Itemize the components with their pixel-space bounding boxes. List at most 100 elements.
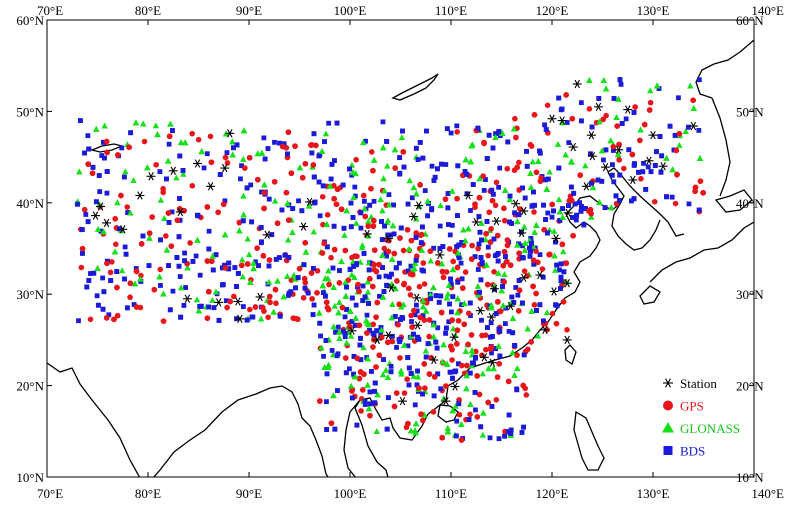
station-point <box>182 294 192 303</box>
bds-point <box>468 208 473 213</box>
gps-point <box>208 159 215 166</box>
bds-point <box>317 213 323 219</box>
bds-point <box>75 201 80 207</box>
glonass-point <box>351 373 359 380</box>
bds-point <box>262 156 268 162</box>
sakhalin-island <box>711 97 731 197</box>
gps-point <box>439 434 446 441</box>
glonass-point <box>118 267 126 274</box>
gps-point <box>533 169 540 176</box>
glonass-point <box>318 148 326 154</box>
bds-point <box>265 146 271 152</box>
bds-point <box>583 206 588 211</box>
glonass-point <box>383 219 391 226</box>
station-point <box>383 331 393 340</box>
bds-point <box>459 302 464 308</box>
glonass-point <box>154 131 161 138</box>
y-tick-label-left: 40°N <box>16 196 44 211</box>
bds-point <box>311 302 317 308</box>
glonass-point <box>93 125 100 132</box>
bds-point <box>244 185 250 191</box>
gps-point <box>610 143 617 150</box>
glonass-point <box>271 197 279 204</box>
gps-point <box>501 205 507 212</box>
gps-point <box>476 194 483 201</box>
glonass-point <box>335 309 342 316</box>
glonass-point <box>424 198 431 205</box>
glonass-point <box>589 184 597 191</box>
bds-point <box>328 176 334 182</box>
bds-point <box>455 213 460 218</box>
y-tick-label-right: 10°N <box>736 470 764 485</box>
glonass-point <box>401 341 408 348</box>
gps-point <box>104 149 110 156</box>
gps-point <box>465 341 471 348</box>
bds-point <box>541 202 546 208</box>
bds-point <box>431 393 437 399</box>
bds-point <box>384 138 390 144</box>
gps-point <box>356 322 363 329</box>
gps-point <box>370 223 377 229</box>
gps-point <box>673 147 680 154</box>
bds-point <box>445 222 451 227</box>
gps-point <box>300 295 307 301</box>
gps-point <box>288 170 295 177</box>
gps-point <box>294 316 301 323</box>
glonass-point <box>292 275 299 282</box>
glonass-point <box>514 241 521 248</box>
glonass-point <box>531 229 538 235</box>
bds-point <box>385 232 391 238</box>
bds-point <box>334 353 340 359</box>
bds-point <box>100 275 106 281</box>
bds-point <box>277 313 283 319</box>
bds-point <box>654 149 659 155</box>
gps-point <box>353 156 359 163</box>
bds-point <box>322 139 327 145</box>
bds-point <box>502 321 508 326</box>
glonass-point <box>379 144 387 151</box>
bds-point <box>133 266 139 271</box>
gps-point <box>118 192 124 199</box>
bds-point <box>177 196 182 202</box>
bds-point <box>351 264 357 269</box>
gps-point <box>261 190 268 196</box>
bds-point <box>248 182 254 188</box>
bds-point <box>273 256 279 262</box>
gps-point <box>230 293 237 300</box>
glonass-point <box>528 308 535 314</box>
bds-point <box>496 436 502 442</box>
bds-point <box>210 267 216 273</box>
glonass-point <box>100 228 107 235</box>
gps-point <box>427 248 434 254</box>
bds-point <box>381 289 387 294</box>
gps-point <box>392 165 399 171</box>
bds-point <box>344 306 349 312</box>
bds-point <box>589 124 595 130</box>
glonass-point <box>460 226 467 233</box>
station-point <box>441 396 451 406</box>
bds-point <box>122 244 128 250</box>
gps-point <box>385 248 392 255</box>
gps-point <box>560 298 567 305</box>
gps-point <box>458 362 465 369</box>
gps-point <box>302 240 309 246</box>
glonass-point <box>347 332 355 339</box>
gps-point <box>497 308 504 314</box>
bds-point <box>349 319 355 324</box>
bds-point <box>342 334 348 340</box>
bds-point <box>553 239 558 245</box>
bds-point <box>396 337 402 342</box>
station-point <box>562 335 572 345</box>
bds-point <box>532 202 537 208</box>
glonass-point <box>467 401 474 408</box>
bds-point <box>324 427 330 432</box>
bds-point <box>158 283 163 288</box>
bds-point <box>516 278 522 283</box>
glonass-point <box>305 202 313 209</box>
x-tick-label-top: 70°E <box>37 3 63 18</box>
gps-point <box>430 409 437 415</box>
x-tick-label-bottom: 80°E <box>135 486 161 501</box>
y-tick-label-left: 50°N <box>16 104 44 119</box>
bds-point <box>632 161 637 167</box>
glonass-point <box>111 248 119 255</box>
